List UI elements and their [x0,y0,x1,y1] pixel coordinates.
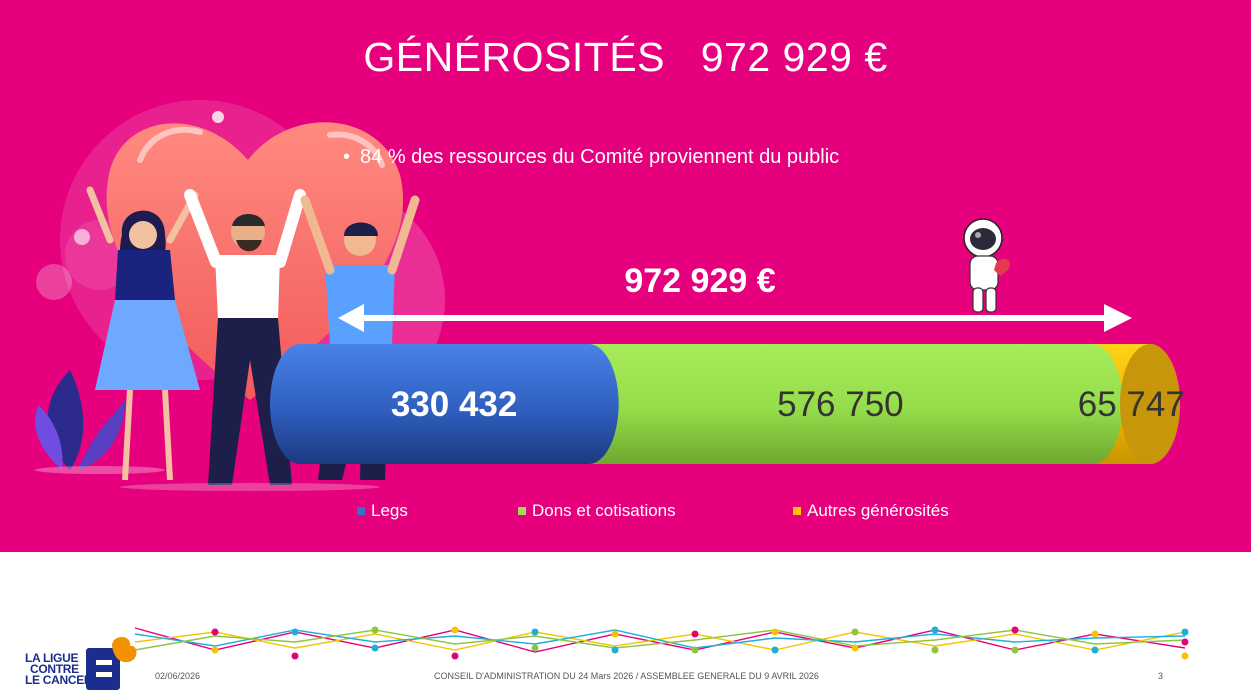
segment-label-2: 576 750 [777,385,904,424]
legend-label: Autres générosités [807,501,949,520]
logo-icon [86,637,137,690]
legend-item-1: Legs [357,501,408,521]
logo-text: LA LIGUE CONTRE LE CANCER [25,651,93,687]
legend-swatch [793,507,801,515]
segment-label-1: 330 432 [390,385,518,424]
footer-date: 02/06/2026 [155,671,201,681]
title-main: GÉNÉROSITÉS [363,34,666,80]
logo-line-3: LE CANCER [25,673,93,687]
legend-item-3: Autres générosités [793,501,949,521]
logo-line-1: LA LIGUE [25,651,79,665]
bullet-label: 84 % des ressources du Comité proviennen… [360,146,840,168]
bar-group [270,344,1180,464]
title-amount: 972 929 € [700,34,888,80]
footer [0,552,1251,700]
legend-swatch [357,507,365,515]
legend-label: Dons et cotisations [532,501,676,520]
stacked-bar-chart [270,218,1180,464]
double-arrow-icon [338,304,1132,332]
bullet-dot: • [343,146,351,168]
page-number: 3 [1158,671,1164,681]
footer-meeting: CONSEIL D'ADMINISTRATION DU 24 Mars 2026… [434,671,819,681]
total-label: 972 929 € [624,262,776,300]
bar-2 [558,344,1123,464]
bar-1 [270,344,619,464]
legend-label: Legs [371,501,408,520]
astronaut-icon [963,218,1010,313]
bullet-text: • 84 % des ressources du Comité provienne… [343,146,839,169]
legend-swatch [518,507,526,515]
legend: Legs Dons et cotisations Autres générosité… [0,501,1251,523]
slide: GÉNÉROSITÉS 972 929 € • 84 % des ressourc… [0,0,1251,552]
decorative-lines [134,626,1189,660]
legend-item-2: Dons et cotisations [518,501,676,521]
segment-label-3: 65 747 [1077,385,1185,424]
slide-title: GÉNÉROSITÉS 972 929 € [0,34,1251,81]
bar-end-cap [1120,344,1180,464]
logo-line-2: CONTRE [30,662,79,676]
